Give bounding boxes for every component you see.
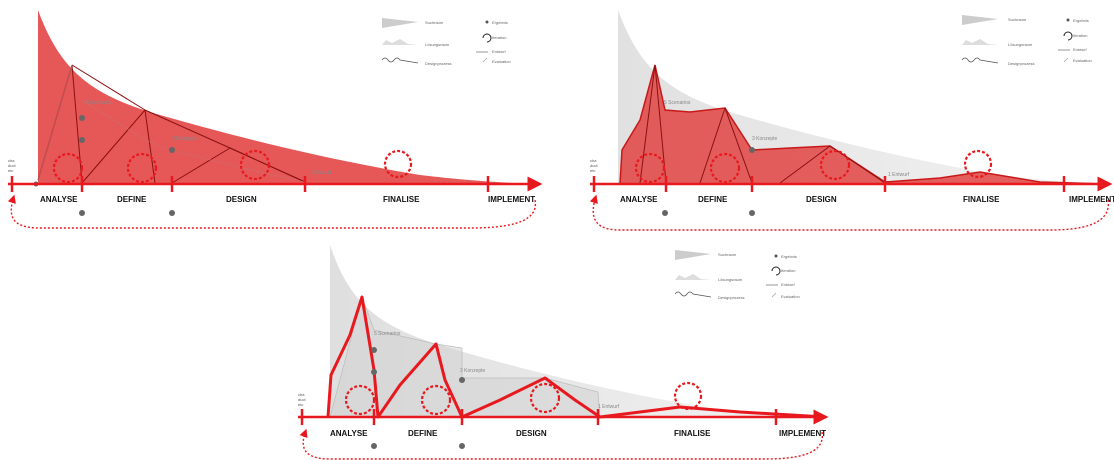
iteration-icons — [52, 149, 413, 184]
svg-text:Evaluation: Evaluation — [1073, 58, 1092, 63]
legend-2: Suchraum Lösungsraum Designprozess Ergeb… — [961, 15, 1092, 66]
svg-text:Ergebnis: Ergebnis — [781, 254, 797, 259]
svg-text:duct: duct — [590, 163, 598, 168]
svg-text:Ergebnis: Ergebnis — [492, 20, 508, 25]
concepts-label: 3 Konzepte — [172, 136, 198, 142]
concepts-label: 3 Konzepte — [752, 136, 778, 142]
svg-text:etc: etc — [298, 402, 303, 407]
draft-label: 1 Entwurf — [888, 172, 910, 178]
svg-text:Iteration: Iteration — [1073, 33, 1087, 38]
phase-analyse: ANALYSE — [620, 195, 658, 204]
panel-3: 5 Scenarios 3 Konzepte 1 Entwurf cha duc… — [298, 245, 829, 460]
svg-text:duct: duct — [298, 397, 306, 402]
svg-text:etc: etc — [590, 168, 595, 173]
start-label: cha duct etc — [298, 392, 306, 407]
draft-label: 1 Entwurf — [598, 404, 620, 410]
phase-analyse: ANALYSE — [40, 195, 78, 204]
scenarios-label: 5 Scenarios — [374, 331, 401, 337]
svg-text:Entwurf: Entwurf — [492, 49, 506, 54]
phase-implement: IMPLEMENT — [1069, 195, 1114, 204]
legend-3: Suchraum Lösungsraum Designprozess Ergeb… — [674, 250, 800, 300]
svg-text:Lösungsraum: Lösungsraum — [1008, 42, 1033, 47]
svg-text:Suchraum: Suchraum — [425, 20, 444, 25]
svg-text:cha: cha — [8, 158, 15, 163]
feedback-loop — [589, 194, 1109, 231]
start-label: cha duct etc — [8, 158, 16, 173]
svg-text:Designprozess: Designprozess — [425, 61, 451, 66]
start-label: cha duct etc — [590, 158, 598, 173]
svg-text:Suchraum: Suchraum — [1008, 17, 1027, 22]
phase-finalise: FINALISE — [383, 195, 420, 204]
phase-finalise: FINALISE — [674, 429, 711, 438]
phase-analyse: ANALYSE — [330, 429, 368, 438]
iteration-icons — [344, 381, 703, 416]
svg-text:Suchraum: Suchraum — [718, 252, 737, 257]
process-lines — [37, 64, 306, 184]
svg-text:cha: cha — [298, 392, 305, 397]
feedback-loop — [299, 428, 823, 460]
phase-define: DEFINE — [408, 429, 438, 438]
panel-2: 5 Scenarios 3 Konzepte 1 Entwurf cha duc… — [589, 10, 1114, 231]
svg-text:Lösungsraum: Lösungsraum — [718, 277, 743, 282]
svg-text:Entwurf: Entwurf — [1073, 47, 1087, 52]
iteration-icons — [634, 149, 993, 184]
svg-text:Iteration: Iteration — [781, 268, 795, 273]
svg-text:cha: cha — [590, 158, 597, 163]
result-dots — [371, 347, 465, 449]
phase-implement: IMPLEMENT — [779, 429, 826, 438]
svg-text:Lösungsraum: Lösungsraum — [425, 42, 450, 47]
phase-finalise: FINALISE — [963, 195, 1000, 204]
panel-1: 5 Scenarios 3 Konzepte 1 Entwurf cha duc… — [7, 10, 543, 229]
svg-text:Ergebnis: Ergebnis — [1073, 18, 1089, 23]
feedback-loop — [7, 194, 536, 229]
svg-text:Designprozess: Designprozess — [718, 295, 744, 300]
phase-ticks — [10, 176, 490, 192]
phase-ticks — [300, 409, 778, 425]
svg-text:Designprozess: Designprozess — [1008, 61, 1034, 66]
phase-design: DESIGN — [806, 195, 837, 204]
scenarios-label: 5 Scenarios — [664, 100, 691, 106]
solution-space-lines — [37, 64, 306, 183]
search-space-area — [38, 10, 535, 184]
legend-1: Suchraum Lösungsraum Designprozess Ergeb… — [381, 18, 511, 66]
svg-text:duct: duct — [8, 163, 16, 168]
svg-text:Entwurf: Entwurf — [781, 282, 795, 287]
svg-text:etc: etc — [8, 168, 13, 173]
design-process-path — [326, 295, 826, 419]
phase-design: DESIGN — [516, 429, 547, 438]
svg-text:Iteration: Iteration — [492, 35, 506, 40]
phase-implement: IMPLEMENT — [488, 195, 535, 204]
phase-define: DEFINE — [117, 195, 147, 204]
svg-text:Evaluation: Evaluation — [781, 294, 800, 299]
svg-text:Evaluation: Evaluation — [492, 59, 511, 64]
phase-design: DESIGN — [226, 195, 257, 204]
phase-ticks — [592, 176, 1066, 192]
concepts-label: 3 Konzepte — [460, 368, 486, 374]
draft-label: 1 Entwurf — [310, 170, 332, 176]
result-dots — [662, 147, 755, 216]
phase-define: DEFINE — [698, 195, 728, 204]
scenarios-label: 5 Scenarios — [86, 100, 113, 106]
